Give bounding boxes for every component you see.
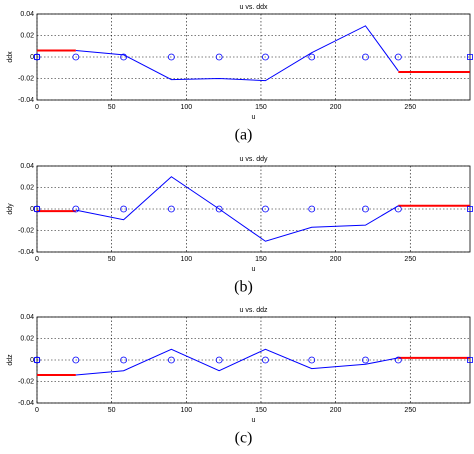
x-tick-label: 250 [404, 104, 416, 111]
marker [362, 356, 369, 364]
marker [394, 205, 402, 213]
marker [34, 206, 40, 212]
x-tick-label: 0 [35, 256, 39, 263]
plot-frame [36, 316, 471, 404]
line [75, 348, 399, 376]
marker [167, 356, 175, 364]
marker [262, 356, 269, 364]
marker [467, 206, 473, 212]
y-tick-label: 0.02 [20, 335, 34, 342]
marker [33, 205, 41, 213]
marker [167, 205, 175, 213]
marker [120, 356, 127, 364]
line [75, 25, 399, 82]
x-tick-label: 150 [255, 407, 267, 414]
marker [34, 54, 40, 60]
x-tick-label: 250 [404, 407, 416, 414]
marker [34, 357, 40, 363]
marker [33, 356, 41, 364]
marker [362, 205, 369, 213]
x-tick-label: 100 [180, 256, 192, 263]
marker [308, 356, 316, 364]
marker [394, 53, 402, 61]
y-tick-label: 0 [30, 206, 34, 213]
marker [262, 53, 269, 61]
marker [362, 53, 369, 61]
marker [467, 54, 473, 60]
marker [33, 53, 41, 61]
x-tick-label: 250 [404, 256, 416, 263]
y-tick-label: -0.02 [18, 378, 34, 385]
x-tick-label: 150 [255, 256, 267, 263]
marker [72, 53, 80, 61]
y-axis-label: ddx [7, 51, 14, 63]
caption: (a) [235, 127, 253, 144]
marker [215, 356, 223, 364]
x-axis-label: u [252, 114, 256, 121]
y-tick-label: 0.02 [20, 32, 34, 39]
x-tick-label: 200 [330, 104, 342, 111]
y-tick-label: 0 [30, 54, 34, 61]
marker [262, 205, 269, 213]
marker [120, 53, 127, 61]
x-axis-label: u [252, 417, 256, 424]
marker [72, 205, 80, 213]
x-tick-label: 50 [108, 104, 116, 111]
y-tick-label: 0 [30, 357, 34, 364]
marker [467, 357, 473, 363]
y-axis-label: ddz [7, 354, 14, 366]
chart-title: u vs. ddz [239, 307, 268, 314]
x-tick-label: 100 [180, 407, 192, 414]
y-tick-label: -0.02 [18, 227, 34, 234]
marker [215, 53, 223, 61]
x-tick-label: 0 [35, 407, 39, 414]
y-axis-label: ddy [7, 203, 14, 215]
y-tick-label: 0.04 [20, 11, 34, 18]
marker [72, 356, 80, 364]
marker [120, 205, 127, 213]
plot-frame [36, 13, 471, 101]
marker [167, 53, 175, 61]
x-tick-label: 200 [330, 407, 342, 414]
x-tick-label: 100 [180, 104, 192, 111]
y-tick-label: 0.04 [20, 314, 34, 321]
x-tick-label: 200 [330, 256, 342, 263]
marker [215, 205, 223, 213]
caption: (c) [235, 430, 253, 447]
line [75, 176, 399, 242]
y-tick-label: 0.04 [20, 163, 34, 170]
x-tick-label: 50 [108, 407, 116, 414]
plot-frame [36, 165, 471, 253]
x-axis-label: u [252, 266, 256, 273]
x-tick-label: 50 [108, 256, 116, 263]
y-tick-label: -0.02 [18, 75, 34, 82]
chart-title: u vs. ddx [239, 4, 268, 11]
x-tick-label: 150 [255, 104, 267, 111]
y-tick-label: -0.04 [18, 249, 34, 256]
y-tick-label: 0.02 [20, 184, 34, 191]
marker [394, 356, 402, 364]
y-tick-label: -0.04 [18, 400, 34, 407]
y-tick-label: -0.04 [18, 97, 34, 104]
marker [308, 205, 316, 213]
caption: (b) [234, 279, 253, 296]
marker [308, 53, 316, 61]
x-tick-label: 0 [35, 104, 39, 111]
chart-title: u vs. ddy [239, 156, 268, 163]
